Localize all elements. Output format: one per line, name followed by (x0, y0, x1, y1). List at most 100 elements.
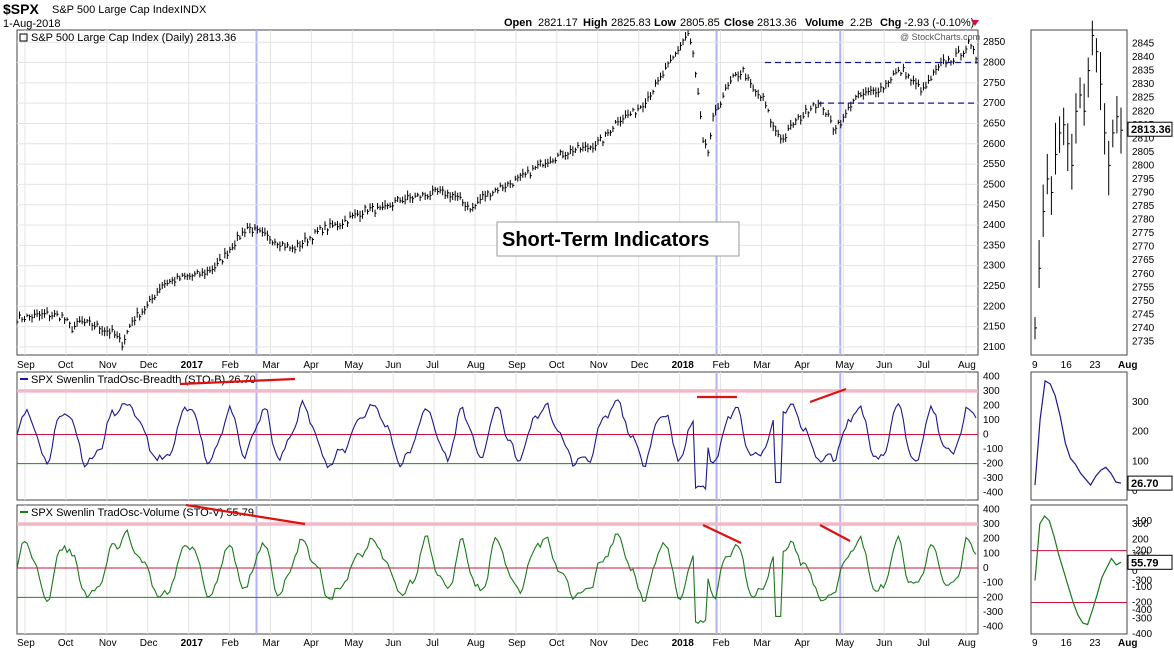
volume-y-tick: 200 (983, 534, 1000, 545)
x-tick-label: Nov (590, 638, 608, 649)
price-legend-swatch (19, 33, 28, 42)
chart-header: $SPX S&P 500 Large Cap Index INDX 1-Aug-… (3, 1, 979, 30)
chg-value: -2.93 (-0.10%) (904, 17, 974, 29)
volume-y-tick: 400 (983, 504, 1000, 515)
x-tick-label: Dec (140, 360, 158, 371)
side-x-tick-label: 23 (1089, 638, 1101, 649)
price-y-tick: 2150 (983, 322, 1006, 333)
side-volume-y-tick: 0 (1132, 566, 1138, 577)
volume-value: 2.2B (850, 17, 873, 29)
breadth-y-tick: 200 (983, 400, 1000, 411)
side-breadth-y-tick: 100 (1132, 456, 1149, 467)
price-y-tick: 2100 (983, 342, 1006, 353)
divergence-trendline (179, 377, 296, 386)
side-price-last-value: 2813.36 (1131, 124, 1171, 136)
x-tick-label: Oct (549, 360, 565, 371)
price-y-tick: 2600 (983, 139, 1006, 150)
side-price-y-tick: 2835 (1132, 66, 1155, 77)
volume-y-tick: -300 (983, 607, 1003, 618)
side-breadth-y-tick: -400 (1132, 605, 1152, 616)
divergence-trendline (819, 524, 851, 542)
breadth-y-tick: 100 (983, 415, 1000, 426)
price-y-tick: 2700 (983, 98, 1006, 109)
x-tick-label: Jul (917, 638, 930, 649)
side-volume-y-tick: 200 (1132, 535, 1149, 546)
volume-y-tick: 0 (983, 563, 989, 574)
x-tick-label: Aug (467, 360, 485, 371)
x-tick-label: Mar (753, 638, 771, 649)
side-price-y-tick: 2740 (1132, 323, 1155, 334)
x-tick-label: Aug (467, 638, 485, 649)
side-price-y-tick: 2770 (1132, 242, 1155, 253)
close-label: Close (724, 17, 754, 29)
volume-y-tick: -200 (983, 592, 1003, 603)
x-tick-label: Feb (222, 360, 240, 371)
side-price-y-tick: 2845 (1132, 39, 1155, 50)
price-panel-title: S&P 500 Large Cap Index (Daily) 2813.36 (31, 32, 236, 44)
price-y-tick: 2550 (983, 159, 1006, 170)
x-tick-label: Jul (917, 360, 930, 371)
low-value: 2805.85 (680, 17, 720, 29)
breadth-y-tick: -300 (983, 473, 1003, 484)
side-breadth-y-tick: -100 (1132, 516, 1152, 527)
side-x-tick-label: Aug (1118, 360, 1137, 371)
side-price-y-tick: 2760 (1132, 269, 1155, 280)
side-price-y-tick: 2790 (1132, 188, 1155, 199)
x-tick-label: 2018 (672, 360, 695, 371)
x-tick-label: May (835, 638, 854, 649)
price-y-tick: 2500 (983, 179, 1006, 190)
x-tick-label: May (835, 360, 854, 371)
symbol: $SPX (3, 1, 39, 17)
side-volume-last-value-box (1127, 554, 1173, 570)
volume-panel (16, 504, 979, 635)
chart-date: 1-Aug-2018 (3, 18, 61, 30)
x-tick-label: Oct (58, 360, 74, 371)
side-breadth-series-line (1034, 379, 1122, 487)
volume-upper-band (17, 522, 978, 526)
side-volume-last-value: 55.79 (1131, 557, 1159, 569)
side-price-y-tick: 2805 (1132, 147, 1155, 158)
x-tick-label: 2017 (181, 638, 204, 649)
price-y-tick: 2650 (983, 118, 1006, 129)
x-tick-label: Sep (17, 360, 35, 371)
breadth-y-tick: 300 (983, 386, 1000, 397)
side-volume-y-tick: -200 (1132, 598, 1152, 609)
breadth-panel-title: SPX Swenlin TradOsc-Breadth (STO-B) 26.7… (31, 374, 256, 386)
price-y-tick: 2200 (983, 301, 1006, 312)
side-x-tick-label: 9 (1032, 360, 1038, 371)
side-price-y-tick: 2820 (1132, 106, 1155, 117)
x-tick-label: Nov (99, 360, 117, 371)
side-price-y-tick: 2785 (1132, 201, 1155, 212)
x-tick-label: Nov (99, 638, 117, 649)
side-volume-y-tick: -300 (1132, 613, 1152, 624)
breadth-y-tick: -400 (983, 488, 1003, 499)
breadth-y-tick: 0 (983, 430, 989, 441)
breadth-y-tick: -200 (983, 459, 1003, 470)
side-volume-y-tick: -400 (1132, 629, 1152, 640)
side-x-tick-label: Aug (1118, 638, 1137, 649)
x-tick-label: Apr (794, 360, 810, 371)
side-x-tick-label: 23 (1089, 360, 1101, 371)
x-tick-label: 2017 (181, 360, 204, 371)
side-price-y-tick: 2775 (1132, 228, 1155, 239)
x-tick-label: Dec (631, 360, 649, 371)
side-price-y-tick: 2810 (1132, 133, 1155, 144)
x-tick-label: Apr (303, 360, 319, 371)
price-y-tick: 2450 (983, 200, 1006, 211)
x-tick-label: Jun (385, 638, 401, 649)
x-tick-label: 2018 (672, 638, 695, 649)
price-series (16, 30, 978, 351)
side-breadth-last-value: 26.70 (1131, 478, 1159, 490)
price-y-tick: 2250 (983, 281, 1006, 292)
price-y-tick: 2300 (983, 261, 1006, 272)
x-tick-label: Mar (262, 360, 280, 371)
x-tick-label: Feb (713, 360, 731, 371)
price-y-tick: 2750 (983, 78, 1006, 89)
side-breadth-last-value-box (1127, 475, 1173, 491)
volume-y-tick: -400 (983, 622, 1003, 633)
side-volume-y-tick: -100 (1132, 582, 1152, 593)
x-tick-label: Sep (508, 360, 526, 371)
x-tick-label: Oct (549, 638, 565, 649)
volume-y-tick: 100 (983, 548, 1000, 559)
